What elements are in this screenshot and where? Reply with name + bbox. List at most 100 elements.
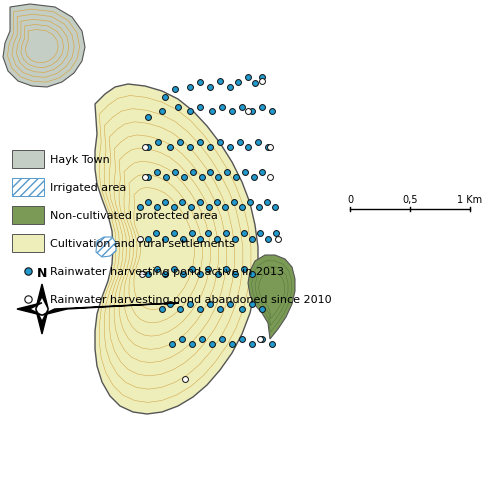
Point: [268, 341, 276, 348]
Point: [144, 270, 152, 278]
Point: [272, 230, 280, 238]
Point: [248, 341, 256, 348]
Point: [205, 203, 213, 211]
Point: [216, 78, 224, 86]
Point: [274, 236, 282, 244]
Point: [179, 236, 187, 244]
Point: [168, 341, 176, 348]
Point: [213, 236, 221, 244]
Point: [161, 270, 169, 278]
Point: [198, 174, 206, 182]
Point: [231, 270, 239, 278]
Point: [181, 375, 189, 383]
Point: [188, 230, 196, 238]
Point: [161, 236, 169, 244]
Point: [228, 108, 236, 116]
Polygon shape: [42, 303, 179, 316]
Point: [187, 203, 195, 211]
Point: [24, 295, 32, 303]
Text: Hayk Town: Hayk Town: [50, 155, 110, 164]
Text: Rainwater harvesting pond abandoned since 2010: Rainwater harvesting pond abandoned sinc…: [50, 294, 332, 305]
Point: [218, 335, 226, 343]
Point: [258, 335, 266, 343]
Point: [198, 335, 206, 343]
Point: [166, 301, 174, 308]
Point: [196, 236, 204, 244]
Point: [268, 108, 276, 116]
Point: [178, 335, 186, 343]
Point: [144, 144, 152, 152]
Point: [152, 230, 160, 238]
Point: [238, 104, 246, 112]
Point: [178, 199, 186, 206]
Point: [263, 199, 271, 206]
Point: [238, 335, 246, 343]
Text: N: N: [37, 266, 47, 280]
Point: [218, 104, 226, 112]
Point: [204, 230, 212, 238]
Point: [206, 84, 214, 92]
Point: [196, 305, 204, 313]
Point: [226, 301, 234, 308]
Point: [171, 86, 179, 94]
Polygon shape: [95, 85, 258, 414]
Point: [236, 139, 244, 146]
Point: [176, 305, 184, 313]
Point: [204, 265, 212, 273]
Point: [216, 305, 224, 313]
Bar: [12, 206, 44, 224]
Point: [166, 144, 174, 152]
Point: [153, 265, 161, 273]
Point: [250, 174, 258, 182]
Point: [144, 199, 152, 206]
Point: [144, 174, 152, 182]
Point: [170, 203, 178, 211]
Point: [188, 265, 196, 273]
Polygon shape: [17, 303, 42, 316]
Point: [186, 84, 194, 92]
Point: [255, 203, 263, 211]
Point: [188, 341, 196, 348]
Polygon shape: [36, 309, 48, 334]
Point: [170, 265, 178, 273]
Polygon shape: [36, 285, 48, 309]
Point: [228, 341, 236, 348]
Point: [271, 203, 279, 211]
Point: [251, 80, 259, 88]
Polygon shape: [3, 5, 85, 88]
Point: [266, 144, 274, 152]
Point: [266, 174, 274, 182]
Point: [186, 108, 194, 116]
Point: [226, 84, 234, 92]
Point: [246, 199, 254, 206]
Point: [214, 174, 222, 182]
Point: [144, 236, 152, 244]
Text: Cultivation and rural settlements: Cultivation and rural settlements: [50, 239, 235, 248]
Point: [216, 139, 224, 146]
Point: [196, 79, 204, 87]
Point: [171, 169, 179, 177]
Point: [141, 144, 149, 152]
Point: [208, 341, 216, 348]
Text: 0,5: 0,5: [402, 195, 418, 204]
Point: [254, 139, 262, 146]
Point: [256, 335, 264, 343]
Point: [244, 108, 252, 116]
Point: [230, 199, 238, 206]
Point: [264, 144, 272, 152]
Point: [162, 174, 170, 182]
Point: [258, 104, 266, 112]
Point: [222, 230, 230, 238]
Point: [226, 144, 234, 152]
Point: [206, 144, 214, 152]
Text: 1 Km: 1 Km: [458, 195, 482, 204]
Point: [24, 267, 32, 275]
Point: [244, 74, 252, 82]
Point: [176, 139, 184, 146]
Bar: [12, 235, 44, 252]
Point: [196, 199, 204, 206]
Point: [138, 270, 146, 278]
Point: [240, 265, 248, 273]
Point: [238, 305, 246, 313]
Text: Non-cultivated protected area: Non-cultivated protected area: [50, 210, 218, 221]
